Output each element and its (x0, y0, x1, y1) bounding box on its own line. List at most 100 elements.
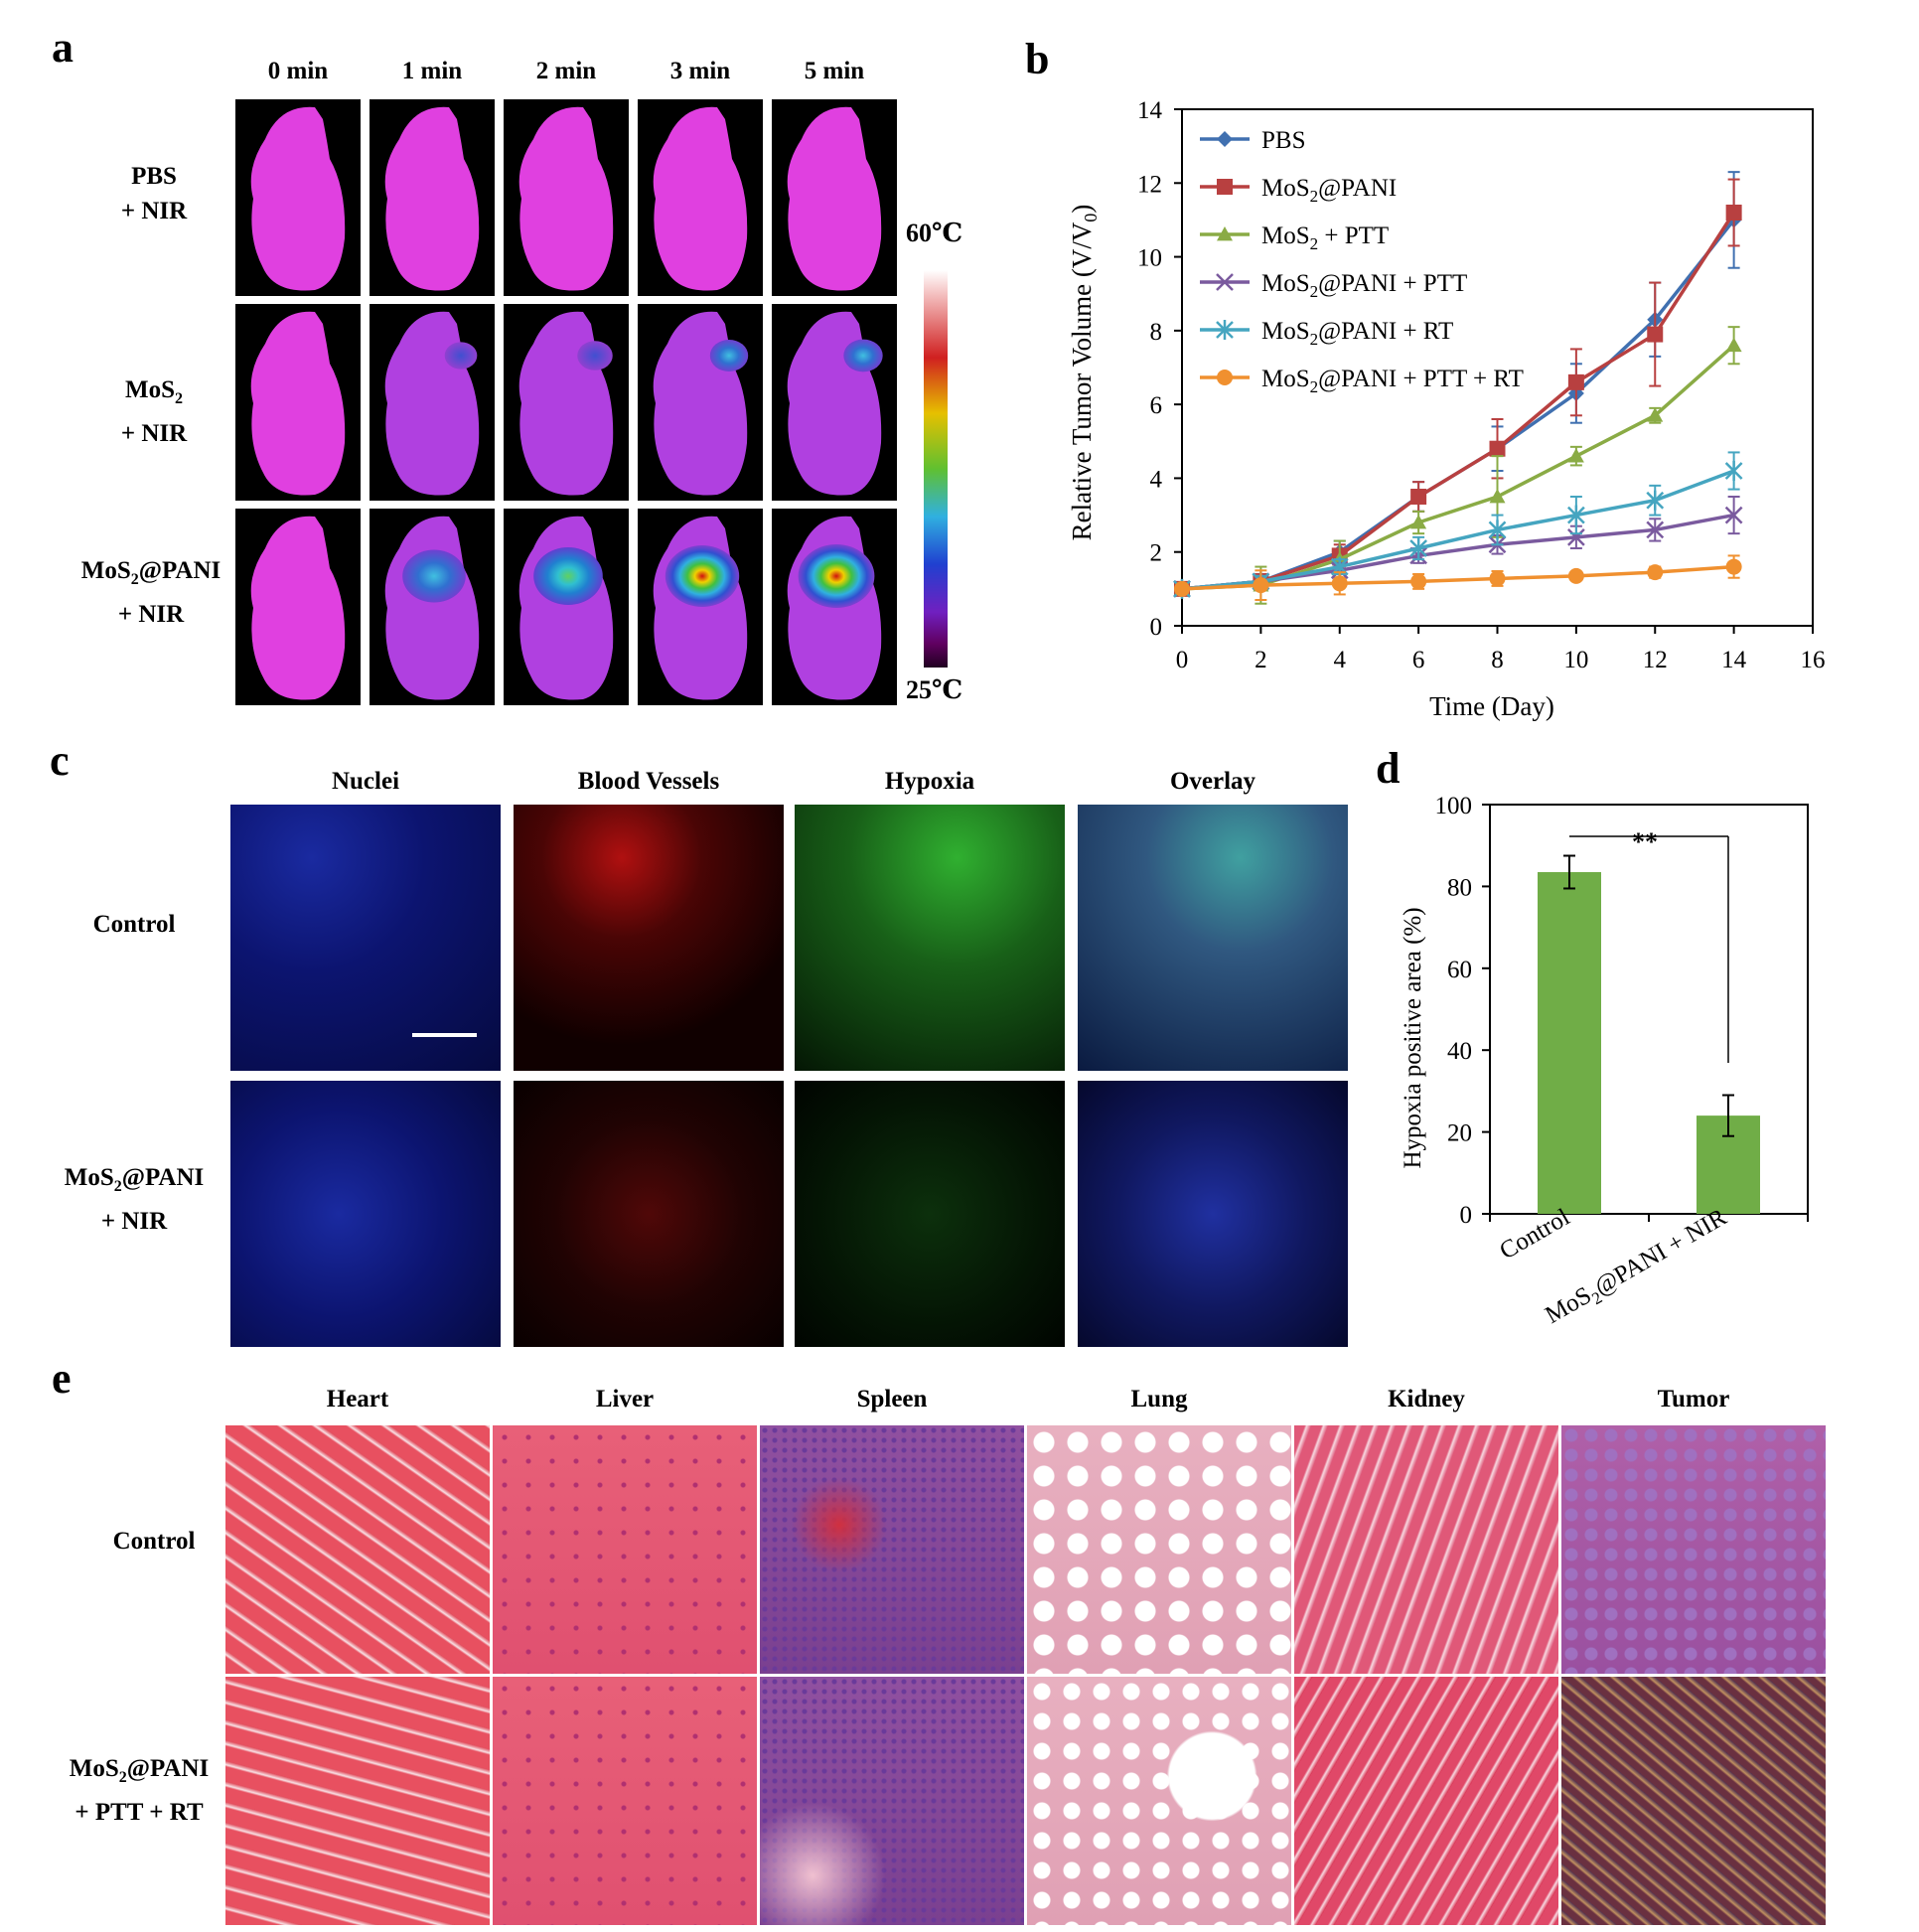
time-header-4: 5 min (804, 58, 865, 84)
x-tick-label: 6 (1412, 647, 1425, 673)
y-tick-label: 12 (1137, 171, 1162, 198)
data-point (1725, 337, 1742, 353)
thermal-image (235, 509, 361, 705)
histology-image (493, 1425, 757, 1674)
bar-0 (1538, 871, 1601, 1214)
data-point (1647, 407, 1664, 422)
panel-a-row-label-pbs: PBS + NIR (89, 159, 219, 228)
thermal-image (504, 304, 629, 501)
histology-image (1561, 1677, 1826, 1925)
data-point (1331, 575, 1348, 592)
mouse-silhouette (653, 106, 748, 291)
series-line (1181, 564, 1734, 591)
row-label-line: + NIR (117, 601, 185, 628)
data-point (1647, 326, 1664, 343)
thermal-image (504, 99, 629, 296)
legend-entry-3: MoS2@PANI + PTT (1200, 270, 1467, 301)
x-tick-label: 14 (1721, 647, 1747, 673)
channel-header-0: Nuclei (331, 768, 400, 795)
mouse-silhouette (518, 311, 614, 496)
x-tick-label: 16 (1801, 647, 1826, 673)
fluorescence-image (1078, 1081, 1348, 1347)
data-point (1566, 505, 1585, 525)
legend-label: MoS2@PANI (1261, 175, 1397, 206)
error-bar (1563, 854, 1575, 890)
heat-spot (533, 547, 603, 605)
scale-max-label: 60℃ (906, 219, 963, 247)
row-label-line: MoS2@PANI (69, 1755, 210, 1786)
error-bar (1722, 1094, 1734, 1137)
mouse-silhouette (787, 516, 882, 700)
fluorescence-image (795, 1081, 1065, 1347)
row-label-line: PBS (131, 163, 177, 190)
data-point (1216, 273, 1234, 291)
x-tick-label: 4 (1334, 647, 1347, 673)
legend-label: MoS2 + PTT (1261, 223, 1389, 253)
channel-header-3: Overlay (1169, 768, 1256, 795)
mouse-silhouette (250, 311, 346, 496)
fluorescence-image (514, 805, 784, 1071)
y-tick-label: 8 (1150, 319, 1163, 346)
heat-spot (843, 339, 883, 372)
thermal-image (638, 509, 763, 705)
mouse-silhouette (250, 516, 346, 700)
row-label-line: MoS2@PANI (64, 1164, 205, 1195)
data-point (1410, 489, 1427, 505)
heat-spot (402, 549, 466, 603)
thermal-image (638, 99, 763, 296)
mouse-silhouette (653, 516, 748, 700)
organ-header-5: Tumor (1657, 1386, 1730, 1412)
organ-header-4: Kidney (1388, 1386, 1465, 1412)
y-axis-label: Relative Tumor Volume (V/V0) (1067, 205, 1101, 541)
heat-spot (577, 341, 613, 371)
thermal-image (772, 509, 897, 705)
y-tick-label: 20 (1447, 1120, 1472, 1147)
row-label-line: + NIR (100, 1208, 168, 1235)
y-axis-label: Hypoxia positive area (%) (1400, 907, 1426, 1168)
panel-label-d: d (1376, 744, 1401, 793)
mouse-silhouette (787, 311, 882, 496)
data-point (1567, 567, 1584, 584)
legend-entry-2: MoS2 + PTT (1200, 223, 1389, 253)
fluorescence-image (514, 1081, 784, 1347)
legend-label: MoS2@PANI + PTT (1261, 270, 1467, 301)
data-point (1724, 461, 1743, 481)
legend-entry-0: PBS (1200, 127, 1305, 154)
organ-header-1: Liver (595, 1386, 655, 1412)
data-point (1566, 527, 1585, 546)
data-point (1567, 448, 1584, 463)
data-point (1489, 489, 1506, 504)
thermal-image (235, 304, 361, 501)
panel-label-c: c (50, 736, 70, 785)
mouse-silhouette (250, 106, 346, 291)
panel-c-row-label-treated: MoS2@PANI + NIR (45, 1160, 223, 1239)
channel-header-2: Hypoxia (884, 768, 975, 795)
y-tick-label: 40 (1447, 1038, 1472, 1065)
panel-c-row-label-control: Control (60, 907, 209, 942)
mouse-silhouette (518, 516, 614, 700)
heat-spot (709, 340, 749, 372)
legend-label: MoS2@PANI + PTT + RT (1261, 366, 1524, 396)
temperature-color-scale (924, 270, 948, 668)
thermal-image (369, 304, 495, 501)
mouse-silhouette (384, 106, 480, 291)
legend-entry-5: MoS2@PANI + PTT + RT (1200, 366, 1524, 396)
y-tick-label: 0 (1150, 614, 1163, 641)
heat-spot (664, 545, 740, 607)
row-label-line: MoS2 (125, 376, 183, 407)
histology-image (493, 1677, 757, 1925)
x-tick-label: 12 (1643, 647, 1668, 673)
time-header-1: 1 min (401, 58, 463, 84)
legend-entry-1: MoS2@PANI (1200, 175, 1397, 206)
y-tick-label: 100 (1435, 793, 1473, 819)
x-axis-label: Time (Day) (1429, 691, 1554, 721)
y-tick-label: 6 (1150, 392, 1163, 419)
histology-image (760, 1425, 1024, 1674)
tumor-volume-line-chart: 0 2 4 6 8 10 12 14 16 0 2 4 6 8 10 12 14 PBS MoS2@PANI MoS… (1067, 97, 1826, 721)
channel-header-1: Blood Vessels (577, 768, 720, 795)
fluorescence-image (230, 805, 501, 1071)
thermal-image (369, 509, 495, 705)
x-tick-label: 0 (1176, 647, 1189, 673)
panel-e-row-label-treated: MoS2@PANI + PTT + RT (50, 1751, 228, 1830)
